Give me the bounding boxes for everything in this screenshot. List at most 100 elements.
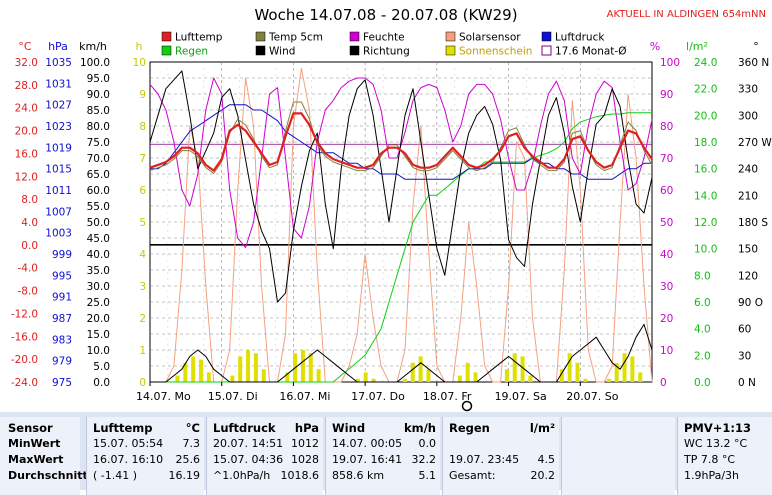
tick-label-kmh: 30.0 (87, 281, 110, 293)
luftdruck-avg-value: 1018.6 (280, 469, 320, 482)
legend-item: Wind (255, 46, 295, 58)
sunshine-bar (512, 353, 517, 382)
legend: Lufttemp Temp 5cm Feuchte Solarsensor Luftdr… (161, 31, 626, 58)
legend-swatch (445, 45, 456, 56)
tick-label-percent: 80 (660, 121, 673, 133)
sunshine-bar (183, 362, 188, 382)
tick-label-direction: 360 N (738, 57, 769, 69)
tick-label-hpa: 1023 (45, 121, 72, 133)
tick-label-rain: 16.0 (694, 164, 717, 176)
series-line-wind (150, 323, 653, 383)
wind-header: Wind (332, 421, 366, 435)
row-label-max: MaxWert (8, 453, 64, 466)
legend-swatch (541, 45, 552, 56)
legend-swatch (445, 31, 456, 42)
sunshine-bar (285, 372, 290, 382)
legend-label: Richtung (363, 46, 410, 58)
row-label-min: MinWert (8, 437, 61, 450)
tick-label-hpa: 1015 (45, 164, 72, 176)
tick-label-hpa: 1007 (45, 206, 72, 218)
luftdruck-trend: ^1.0hPa/h (213, 469, 271, 482)
legend-item: Solarsensor (445, 31, 521, 44)
tick-label-direction: 330 (738, 84, 758, 96)
sunshine-bar (457, 375, 462, 382)
tick-label-direction: 180 S (738, 217, 768, 229)
axis-unit-direction: ° (753, 40, 759, 53)
sunshine-bar (473, 372, 478, 382)
tick-label-celsius: 0.0 (21, 240, 38, 252)
legend-swatch (161, 45, 172, 56)
tick-label-celsius: 12.0 (15, 171, 38, 183)
legend-label: Luftdruck (555, 32, 605, 44)
tick-label-hours: 7 (139, 153, 146, 165)
sunshine-bar (246, 350, 251, 382)
tick-label-hpa: 983 (52, 334, 72, 346)
scroll-handle[interactable] (461, 400, 473, 412)
sunshine-bar (630, 356, 635, 382)
tick-label-direction: 120 (738, 270, 758, 282)
tick-label-hpa: 991 (52, 292, 72, 304)
tick-label-kmh: 20.0 (87, 313, 110, 325)
sunshine-bar (230, 375, 235, 382)
tick-label-kmh: 55.0 (87, 201, 110, 213)
luftdruck-min-value: 1012 (291, 437, 319, 450)
tick-label-direction: 150 (738, 244, 758, 256)
legend-label: Solarsensor (459, 32, 521, 44)
tick-label-hpa: 987 (52, 313, 72, 325)
stats-sensor-column: Sensor MinWert MaxWert Durchschnitt (0, 417, 88, 495)
gridlines (150, 62, 652, 382)
sunshine-bar (465, 362, 470, 382)
tick-label-rain: 14.0 (694, 190, 717, 202)
tick-label-kmh: 85.0 (87, 105, 110, 117)
tick-label-celsius: -12.0 (11, 308, 38, 320)
wind-min-time: 14.07. 00:05 (332, 437, 403, 450)
sunshine-bar (606, 378, 611, 382)
tick-label-rain: 10.0 (694, 244, 717, 256)
tick-label-rain: 24.0 (694, 57, 717, 69)
pmv-pressure-trend: 1.9hPa/3h (684, 469, 740, 482)
tick-label-percent: 20 (660, 313, 673, 325)
legend-swatch (161, 31, 172, 42)
tick-label-kmh: 80.0 (87, 121, 110, 133)
x-tick-label: 19.07. Sa (495, 390, 547, 403)
lufttemp-unit: °C (185, 421, 200, 435)
tick-label-kmh: 5.0 (93, 361, 110, 373)
legend-label: Regen (175, 46, 208, 58)
tick-label-rain: 0.0 (694, 377, 711, 389)
wind-distance: 858.6 km (332, 469, 385, 482)
legend-item: 17.6 Monat-Ø (541, 45, 626, 58)
lufttemp-min-value: 7.3 (182, 437, 201, 450)
sunshine-bar (371, 378, 376, 382)
tick-label-percent: 100 (660, 57, 680, 69)
tick-label-percent: 0 (660, 377, 667, 389)
sunshine-bar (300, 350, 305, 382)
location-note: AKTUELL IN ALDINGEN 654mNN (607, 9, 766, 20)
axis-unit-hpa: hPa (48, 40, 68, 53)
legend-swatch (541, 31, 552, 42)
tick-label-percent: 30 (660, 281, 673, 293)
tick-label-percent: 70 (660, 153, 673, 165)
pmv-header: PMV+1:13 (684, 421, 752, 435)
sunshine-bar (410, 362, 415, 382)
right-axes: 100908070605040302010024.022.020.018.016… (660, 57, 772, 389)
sunshine-bars (175, 350, 643, 382)
tick-label-celsius: -4.0 (18, 263, 39, 275)
tick-label-percent: 60 (660, 185, 673, 197)
tick-label-hpa: 1019 (45, 142, 72, 154)
tick-label-hpa: 1031 (45, 78, 72, 90)
sunshine-bar (520, 356, 525, 382)
tick-label-celsius: -8.0 (18, 286, 39, 298)
stats-regen-column: Regen l/m² 19.07. 23:45 4.5 Gesamt: 20.2 (442, 417, 559, 495)
legend-swatch (255, 31, 266, 42)
axis-unit-hours: h (136, 40, 143, 53)
x-tick-label: 14.07. Mo (136, 390, 191, 403)
sunshine-bar (418, 356, 423, 382)
x-tick-label: 15.07. Di (208, 390, 258, 403)
x-axis: 14.07. Mo 15.07. Di 16.07. Mi 17.07. Do 18.0… (136, 382, 619, 403)
sunshine-bar (191, 356, 196, 382)
sunshine-bar (175, 375, 180, 382)
tick-label-kmh: 10.0 (87, 345, 110, 357)
x-tick-label: 18.07. Fr (423, 390, 472, 403)
stats-pmv-column: PMV+1:13 WC 13.2 °C TP 7.8 °C 1.9hPa/3h (677, 417, 772, 495)
axis-unit-celsius: °C (18, 40, 32, 53)
